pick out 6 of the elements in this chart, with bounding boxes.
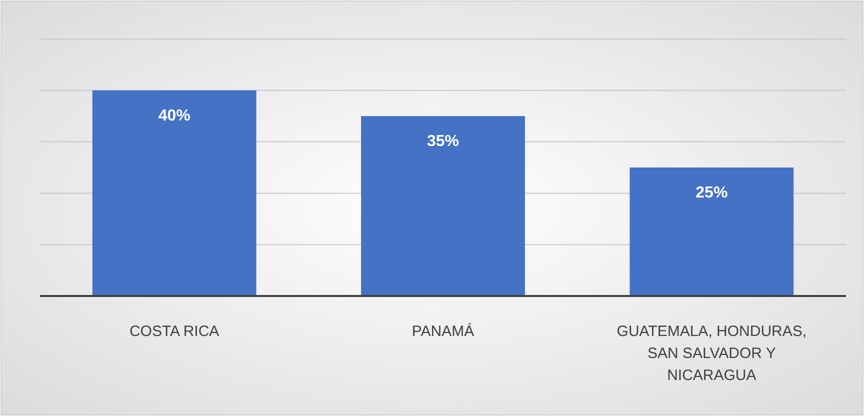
- x-tick-label: PANAMÁ: [412, 322, 474, 340]
- data-label: 35%: [426, 133, 460, 150]
- x-tick-label: COSTA RICA: [129, 323, 220, 340]
- x-tick-label: GUATEMALA, HONDURAS, SAN SALVADOR Y NICARAGUA: [616, 323, 807, 384]
- data-label: 25%: [696, 184, 728, 202]
- data-label: 40%: [158, 107, 190, 124]
